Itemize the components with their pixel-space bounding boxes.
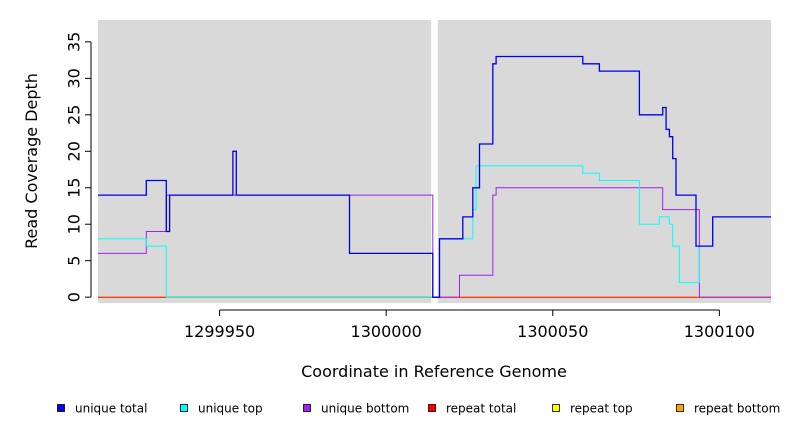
- gap-separator: [431, 20, 438, 303]
- y-tick-label: 10: [65, 214, 84, 234]
- legend-item-unique-bottom: unique bottom: [303, 402, 409, 416]
- series-line-unique-bottom: [98, 187, 771, 298]
- legend: unique total unique top unique bottom repea…: [57, 402, 780, 416]
- series-layer: [98, 55, 771, 298]
- legend-swatch: [428, 404, 436, 412]
- x-tick-label: 1300050: [517, 322, 588, 341]
- y-tick-label: 5: [65, 256, 84, 266]
- legend-item-unique-total: unique total: [57, 402, 147, 416]
- series-line-unique-total: [98, 55, 771, 298]
- legend-label: unique bottom: [321, 402, 409, 416]
- legend-label: repeat bottom: [694, 402, 780, 416]
- y-tick-label: 15: [65, 178, 84, 198]
- x-tick-label: 1300000: [351, 322, 422, 341]
- legend-item-repeat-top: repeat top: [552, 402, 633, 416]
- x-axis-title: Coordinate in Reference Genome: [301, 362, 567, 381]
- y-tick-label: 30: [65, 68, 84, 88]
- legend-label: repeat top: [570, 402, 633, 416]
- y-tick-label: 25: [65, 105, 84, 125]
- y-tick-label: 35: [65, 32, 84, 52]
- y-axis-title: Read Coverage Depth: [22, 73, 41, 249]
- legend-label: unique total: [75, 402, 147, 416]
- y-tick-label: 0: [65, 292, 84, 302]
- legend-item-repeat-total: repeat total: [428, 402, 516, 416]
- legend-swatch: [676, 404, 684, 412]
- legend-swatch: [552, 404, 560, 412]
- legend-item-repeat-bottom: repeat bottom: [676, 402, 780, 416]
- x-axis: 1299950 1300000 1300050 1300100: [184, 309, 755, 341]
- legend-item-unique-top: unique top: [180, 402, 263, 416]
- y-tick-label: 20: [65, 141, 84, 161]
- x-tick-label: 1300100: [684, 322, 755, 341]
- legend-label: repeat total: [446, 402, 516, 416]
- legend-label: unique top: [198, 402, 263, 416]
- legend-swatch: [57, 404, 65, 412]
- legend-swatch: [180, 404, 188, 412]
- legend-swatch: [303, 404, 311, 412]
- y-axis: 0 5 10 15 20 25 30 35: [65, 32, 92, 302]
- x-tick-label: 1299950: [184, 322, 255, 341]
